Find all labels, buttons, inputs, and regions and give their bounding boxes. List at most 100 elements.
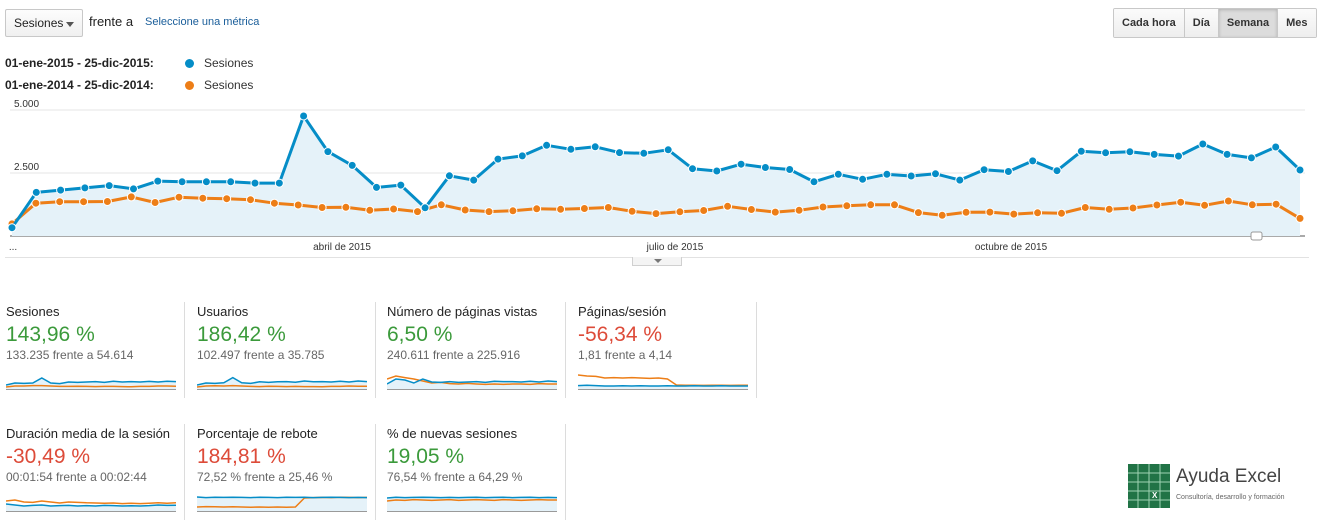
sparkline-area (197, 377, 367, 390)
metric-card-sessions[interactable]: Sesiones 143,96 % 133.235 frente a 54.61… (0, 302, 185, 398)
metric-sparkline (387, 375, 557, 390)
data-point (603, 203, 613, 212)
data-point (931, 169, 940, 179)
data-point (347, 160, 357, 170)
versus-label: frente a (89, 14, 134, 29)
data-point (1009, 209, 1019, 219)
metric-change: 143,96 % (6, 323, 95, 346)
metric-change: 6,50 % (387, 323, 453, 346)
metric-title: Usuarios (197, 304, 249, 319)
data-point (31, 187, 41, 197)
sparkline-current (6, 503, 176, 507)
metric-card-bounce-rate[interactable]: Porcentaje de rebote 184,81 % 72,52 % fr… (191, 424, 376, 520)
data-point (517, 151, 527, 161)
metric-sparkline (197, 376, 367, 390)
data-point (222, 194, 232, 204)
legend-current-dot (185, 58, 194, 68)
data-point (56, 185, 66, 195)
sparkline-current (387, 378, 557, 385)
sessions-chart: 5.000 2.500... abril de 2015 julio de 2015 o… (7, 99, 1305, 253)
sparkline-current (387, 496, 557, 499)
data-point (153, 176, 163, 186)
sparkline-previous (6, 384, 176, 388)
metric-comparison: 00:01:54 frente a 00:02:44 (6, 470, 147, 484)
metric-select[interactable]: Sesiones (5, 9, 83, 37)
data-point (274, 178, 284, 188)
data-point (712, 166, 722, 176)
data-point (1247, 200, 1257, 210)
data-point (736, 159, 746, 169)
data-point (436, 200, 446, 210)
data-point (1057, 208, 1066, 218)
collapse-chart-handle[interactable] (632, 257, 682, 266)
sparkline-previous (387, 375, 557, 386)
data-point (129, 184, 138, 194)
data-point (150, 198, 160, 207)
sparkline-previous (578, 374, 748, 387)
metric-change: -30,49 % (6, 445, 91, 468)
data-point (1003, 167, 1013, 176)
data-point (246, 195, 255, 205)
data-point (566, 144, 576, 154)
legend-current-name: Sesiones (204, 56, 254, 70)
data-point (985, 207, 995, 217)
data-point (1271, 142, 1281, 152)
data-point (785, 165, 795, 174)
chevron-down-icon (654, 259, 662, 263)
x-tick-label: abril de 2015 (313, 242, 371, 253)
data-point (809, 177, 819, 187)
data-point (913, 208, 923, 218)
data-point (104, 181, 114, 191)
logo-tagline: Consultoría, desarrollo y formación (1176, 494, 1285, 501)
metric-sparkline (197, 496, 367, 512)
data-point (615, 148, 624, 158)
granularity-hourly-button[interactable]: Cada hora (1114, 9, 1185, 37)
data-point (1101, 148, 1111, 158)
data-point (955, 175, 965, 185)
data-point (469, 175, 479, 185)
data-point (1246, 153, 1256, 163)
data-point (484, 207, 494, 217)
data-point (688, 164, 697, 174)
data-point (1152, 200, 1162, 210)
granularity-week-button[interactable]: Semana (1218, 9, 1279, 37)
sparkline-previous (6, 499, 176, 505)
data-point (1295, 213, 1305, 223)
data-point (7, 223, 17, 233)
data-point (365, 205, 375, 215)
y-tick-label: 2.500 (14, 162, 39, 173)
data-point (79, 197, 89, 207)
metric-change: 186,42 % (197, 323, 286, 346)
metric-card-pageviews[interactable]: Número de páginas vistas 6,50 % 240.611 … (381, 302, 566, 398)
data-point (444, 171, 454, 181)
metric-card-new-sessions[interactable]: % de nuevas sesiones 19,05 % 76,54 % fre… (381, 424, 566, 520)
metric-card-pages-per-session[interactable]: Páginas/sesión -56,34 % 1,81 frente a 4,… (572, 302, 757, 398)
data-point (770, 207, 780, 217)
data-point (532, 204, 542, 214)
data-point (299, 111, 309, 121)
data-point (198, 193, 208, 203)
data-point (1200, 200, 1210, 210)
sparkline-current (197, 496, 367, 499)
data-point (250, 178, 260, 188)
data-point (1028, 156, 1038, 166)
metric-title: % de nuevas sesiones (387, 426, 518, 441)
metric-card-users[interactable]: Usuarios 186,42 % 102.497 frente a 35.78… (191, 302, 376, 398)
legend-previous-dot (185, 80, 194, 90)
data-point (858, 174, 868, 184)
data-point (961, 207, 971, 217)
metric-sparkline (387, 496, 557, 512)
legend-previous-name: Sesiones (204, 78, 254, 92)
sparkline-previous (197, 384, 367, 388)
y-tick-label: 5.000 (14, 99, 39, 110)
metric-change: 184,81 % (197, 445, 286, 468)
granularity-day-button[interactable]: Día (1184, 9, 1219, 37)
select-metric-link[interactable]: Seleccione una métrica (145, 16, 260, 28)
granularity-month-button[interactable]: Mes (1278, 9, 1316, 37)
metric-change: -56,34 % (578, 323, 663, 346)
x-tick-label: julio de 2015 (646, 242, 704, 253)
data-point (579, 204, 589, 213)
metric-card-avg-session-duration[interactable]: Duración media de la sesión -30,49 % 00:… (0, 424, 185, 520)
metric-sparkline (6, 499, 176, 512)
data-point (460, 205, 470, 215)
